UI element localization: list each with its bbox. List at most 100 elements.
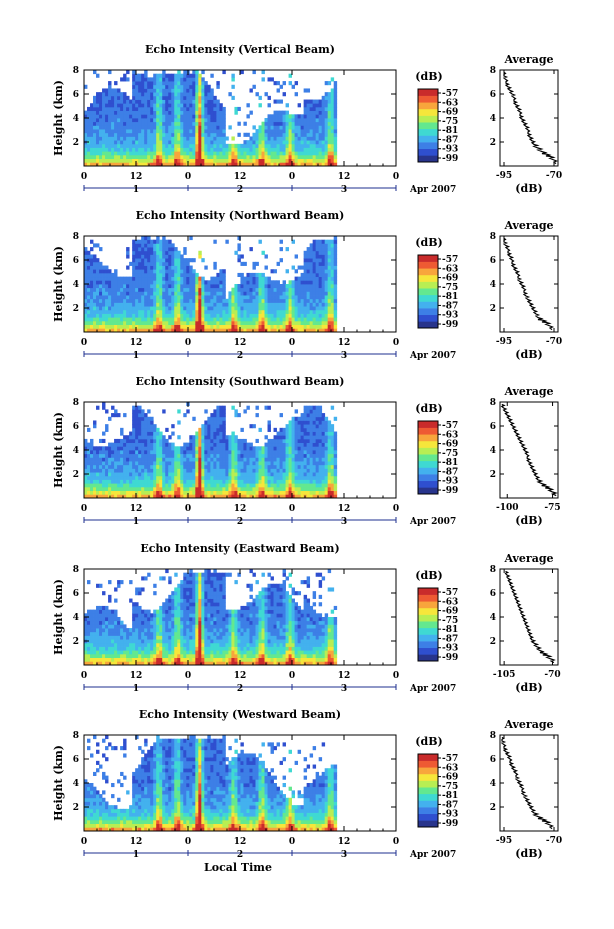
heatmap-cell [129,328,133,333]
heatmap-cell [237,472,241,477]
heatmap-cell [210,475,214,480]
heatmap-cell [315,291,320,296]
heatmap-cell [168,313,172,318]
heatmap-cell [312,151,317,156]
heatmap-cell [105,457,109,462]
heatmap-cell [210,313,214,318]
heatmap-cell [303,450,308,455]
heatmap-cell [303,158,308,163]
heatmap-cell [198,125,202,130]
heatmap-cell [219,442,223,447]
heatmap-cell [315,461,320,466]
heatmap-cell [231,320,235,326]
heatmap-cell [231,306,235,311]
heatmap-cell [309,140,314,145]
heatmap-cell [288,162,292,167]
heatmap-cell [111,280,115,285]
heatmap-cell [249,143,253,148]
heatmap-cell [210,99,214,104]
heatmap-cell [162,114,166,119]
heatmap-cell [222,70,226,75]
heatmap-cell [168,320,172,326]
heatmap-cell [276,475,280,480]
heatmap-cell [126,118,130,123]
heatmap-cell [180,95,184,100]
heatmap-cell [171,317,175,322]
heatmap-cell [171,143,175,148]
heatmap-cell [174,132,178,137]
heatmap-cell [108,442,112,447]
heatmap-cell [210,121,214,126]
heatmap-cell [279,464,283,469]
heatmap-cell [276,313,280,318]
heatmap-cell [324,125,329,130]
heatmap-cell [312,302,317,307]
heatmap-cell [195,490,199,495]
heatmap-cell [84,479,88,484]
heatmap-cell [207,490,211,495]
heatmap-cell [96,110,100,115]
heatmap-cell [120,320,124,326]
heatmap-cell [270,486,274,492]
heatmap-cell [288,483,292,488]
heatmap-cell [306,265,311,270]
heatmap-cell [192,258,196,263]
heatmap-cell [120,457,124,462]
heatmap-cell [207,442,211,447]
heatmap-cell [126,99,130,104]
heatmap-cell [234,143,238,148]
heatmap-cell [243,438,247,444]
heatmap-cell [144,103,148,108]
heatmap-cell [132,483,136,488]
heatmap-cell [333,125,338,130]
heatmap-cell [165,320,169,326]
heatmap-cell [135,132,139,137]
heatmap-cell [276,453,280,458]
heatmap-cell [267,424,271,429]
heatmap-cell [240,302,244,307]
heatmap-cell [267,464,271,469]
heatmap-cell [183,92,187,97]
heatmap-cell [267,457,271,462]
heatmap-cell [108,483,112,488]
heatmap-cell [303,143,308,148]
heatmap-cell [198,302,202,307]
heatmap-cell [99,475,103,480]
heatmap-cell [306,295,311,300]
heatmap-cell [312,427,317,432]
heatmap-cell [282,81,286,86]
heatmap-cell [132,409,136,414]
heatmap-cell [255,291,259,296]
heatmap-cell [198,151,202,156]
heatmap-cell [135,162,139,167]
heatmap-cell [204,420,208,425]
heatmap-cell [96,73,100,78]
heatmap-cell [279,295,283,300]
heatmap-cell [270,287,274,292]
colorbar-swatch [418,102,438,110]
heatmap-cell [279,284,283,289]
heatmap-cell [249,247,253,252]
heatmap-cell [117,483,121,488]
heatmap-cell [279,154,283,160]
heatmap-cell [147,84,151,89]
heatmap-cell [111,106,115,112]
heatmap-cell [147,295,151,300]
heatmap-cell [99,276,103,281]
heatmap-cell [309,158,314,163]
colorbar-swatch [418,108,438,116]
heatmap-cell [330,324,335,329]
heatmap-cell [273,446,277,451]
heatmap-cell [165,129,169,134]
heatmap-cell [141,424,145,429]
heatmap-cell [255,450,259,455]
heatmap-cell [198,114,202,119]
heatmap-cell [267,298,271,303]
heatmap-cell [228,158,232,163]
heatmap-cell [90,143,94,148]
heatmap-cell [216,132,220,137]
heatmap-cell [270,461,274,466]
heatmap-cell [165,475,169,480]
heatmap-cell [327,328,332,333]
heatmap-cell [333,287,338,292]
